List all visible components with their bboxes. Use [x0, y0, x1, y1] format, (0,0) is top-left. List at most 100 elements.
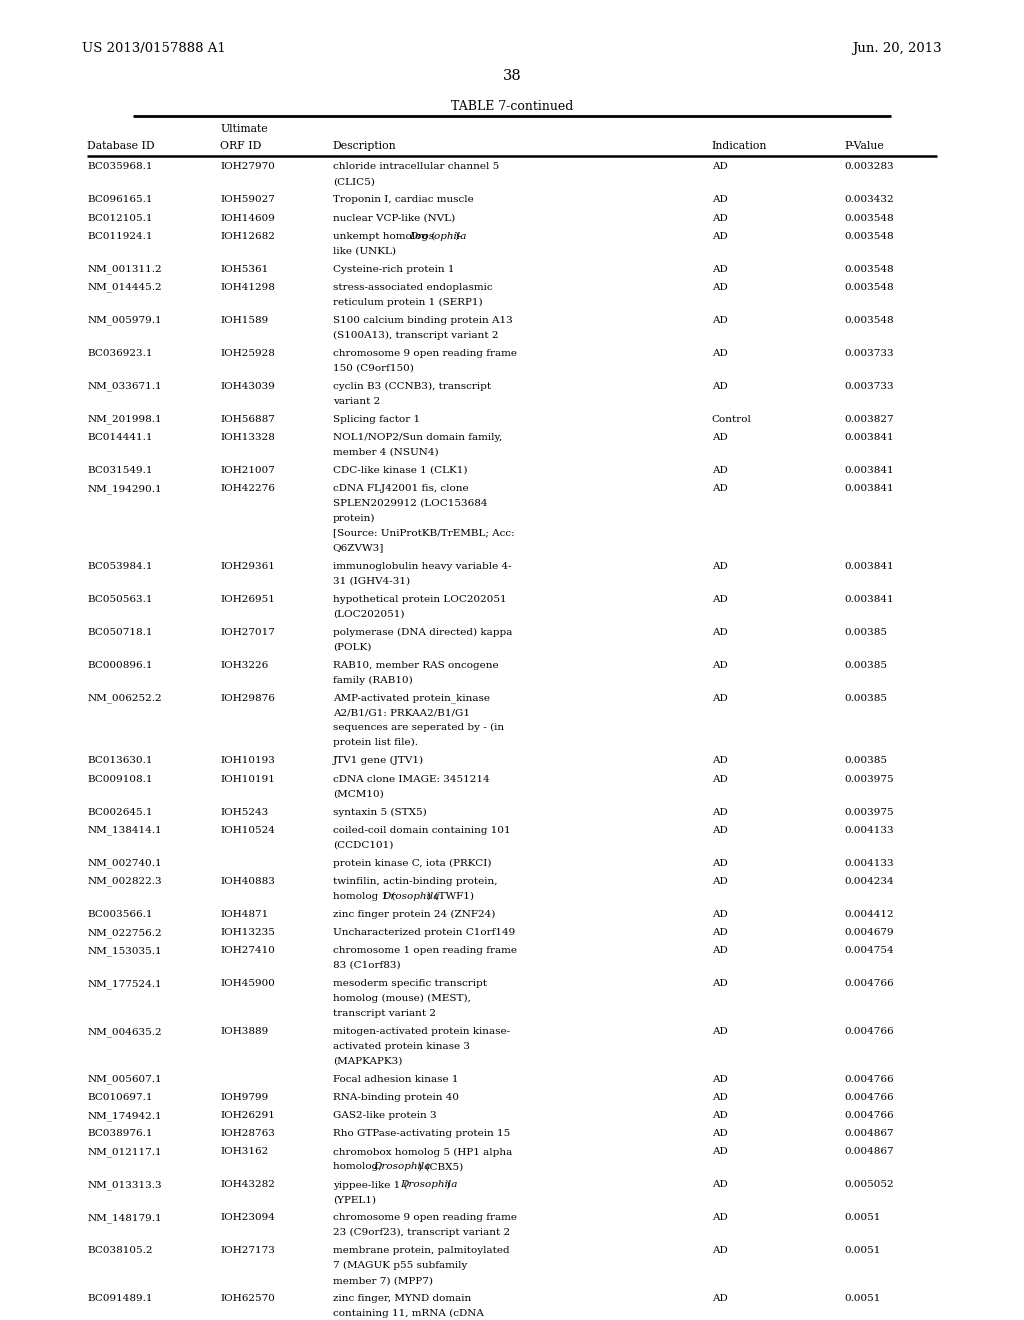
Text: Description: Description [333, 141, 396, 152]
Text: P-Value: P-Value [845, 141, 885, 152]
Text: NOL1/NOP2/Sun domain family,: NOL1/NOP2/Sun domain family, [333, 433, 502, 442]
Text: chloride intracellular channel 5: chloride intracellular channel 5 [333, 162, 499, 172]
Text: cDNA FLJ42001 fis, clone: cDNA FLJ42001 fis, clone [333, 484, 468, 494]
Text: cDNA clone IMAGE: 3451214: cDNA clone IMAGE: 3451214 [333, 775, 489, 784]
Text: 0.003975: 0.003975 [845, 775, 894, 784]
Text: coiled-coil domain containing 101: coiled-coil domain containing 101 [333, 826, 510, 834]
Text: BC038105.2: BC038105.2 [87, 1246, 153, 1255]
Text: BC003566.1: BC003566.1 [87, 909, 153, 919]
Text: 0.003548: 0.003548 [845, 232, 894, 240]
Text: SPLEN2029912 (LOC153684: SPLEN2029912 (LOC153684 [333, 499, 487, 508]
Text: Drosophila: Drosophila [410, 232, 467, 240]
Text: AD: AD [712, 1093, 727, 1102]
Text: IOH43039: IOH43039 [220, 381, 275, 391]
Text: polymerase (DNA directed) kappa: polymerase (DNA directed) kappa [333, 628, 512, 636]
Text: Jun. 20, 2013: Jun. 20, 2013 [852, 42, 942, 55]
Text: (MCM10): (MCM10) [333, 789, 384, 799]
Text: Drosophila: Drosophila [374, 1163, 431, 1171]
Text: ORF ID: ORF ID [220, 141, 261, 152]
Text: AD: AD [712, 876, 727, 886]
Text: S100 calcium binding protein A13: S100 calcium binding protein A13 [333, 315, 513, 325]
Text: BC036923.1: BC036923.1 [87, 348, 153, 358]
Text: IOH27970: IOH27970 [220, 162, 275, 172]
Text: unkempt homolog (: unkempt homolog ( [333, 232, 435, 240]
Text: NM_022756.2: NM_022756.2 [87, 928, 162, 937]
Text: IOH26291: IOH26291 [220, 1111, 275, 1121]
Text: )-: )- [455, 232, 462, 240]
Text: IOH3162: IOH3162 [220, 1147, 268, 1156]
Text: activated protein kinase 3: activated protein kinase 3 [333, 1041, 470, 1051]
Text: AD: AD [712, 661, 727, 669]
Text: AD: AD [712, 1213, 727, 1222]
Text: IOH29361: IOH29361 [220, 562, 275, 570]
Text: AD: AD [712, 826, 727, 834]
Text: 23 (C9orf23), transcript variant 2: 23 (C9orf23), transcript variant 2 [333, 1229, 510, 1237]
Text: AD: AD [712, 381, 727, 391]
Text: BC012105.1: BC012105.1 [87, 214, 153, 223]
Text: 83 (C1orf83): 83 (C1orf83) [333, 961, 400, 970]
Text: 150 (C9orf150): 150 (C9orf150) [333, 364, 414, 372]
Text: 0.004133: 0.004133 [845, 826, 894, 834]
Text: IOH3889: IOH3889 [220, 1027, 268, 1036]
Text: ) (TWF1): ) (TWF1) [427, 892, 474, 900]
Text: NM_005979.1: NM_005979.1 [87, 315, 162, 326]
Text: 0.003841: 0.003841 [845, 562, 894, 570]
Text: IOH23094: IOH23094 [220, 1213, 275, 1222]
Text: CDC-like kinase 1 (CLK1): CDC-like kinase 1 (CLK1) [333, 466, 467, 475]
Text: (CLIC5): (CLIC5) [333, 177, 375, 186]
Text: 7 (MAGUK p55 subfamily: 7 (MAGUK p55 subfamily [333, 1262, 467, 1270]
Text: IOH41298: IOH41298 [220, 282, 275, 292]
Text: mitogen-activated protein kinase-: mitogen-activated protein kinase- [333, 1027, 510, 1036]
Text: zinc finger, MYND domain: zinc finger, MYND domain [333, 1295, 471, 1303]
Text: chromosome 1 open reading frame: chromosome 1 open reading frame [333, 946, 517, 956]
Text: AD: AD [712, 859, 727, 867]
Text: AD: AD [712, 1074, 727, 1084]
Text: IOH27017: IOH27017 [220, 628, 275, 636]
Text: BC000896.1: BC000896.1 [87, 661, 153, 669]
Text: NM_148179.1: NM_148179.1 [87, 1213, 162, 1224]
Text: TABLE 7-continued: TABLE 7-continued [451, 100, 573, 114]
Text: (MAPKAPK3): (MAPKAPK3) [333, 1057, 402, 1065]
Text: AD: AD [712, 195, 727, 205]
Text: IOH1589: IOH1589 [220, 315, 268, 325]
Text: 0.0051: 0.0051 [845, 1246, 882, 1255]
Text: Cysteine-rich protein 1: Cysteine-rich protein 1 [333, 264, 455, 273]
Text: AD: AD [712, 1147, 727, 1156]
Text: 0.004412: 0.004412 [845, 909, 894, 919]
Text: 0.005052: 0.005052 [845, 1180, 894, 1189]
Text: IOH26951: IOH26951 [220, 595, 275, 603]
Text: AD: AD [712, 909, 727, 919]
Text: 0.003733: 0.003733 [845, 381, 894, 391]
Text: BC010697.1: BC010697.1 [87, 1093, 153, 1102]
Text: Troponin I, cardiac muscle: Troponin I, cardiac muscle [333, 195, 473, 205]
Text: BC038976.1: BC038976.1 [87, 1130, 153, 1138]
Text: 0.003548: 0.003548 [845, 282, 894, 292]
Text: AD: AD [712, 595, 727, 603]
Text: Control: Control [712, 414, 752, 424]
Text: ) (CBX5): ) (CBX5) [419, 1163, 464, 1171]
Text: BC050718.1: BC050718.1 [87, 628, 153, 636]
Text: BC096165.1: BC096165.1 [87, 195, 153, 205]
Text: 0.004867: 0.004867 [845, 1130, 894, 1138]
Text: stress-associated endoplasmic: stress-associated endoplasmic [333, 282, 493, 292]
Text: AD: AD [712, 264, 727, 273]
Text: homolog,: homolog, [333, 1163, 385, 1171]
Text: NM_002740.1: NM_002740.1 [87, 859, 162, 869]
Text: hypothetical protein LOC202051: hypothetical protein LOC202051 [333, 595, 507, 603]
Text: Indication: Indication [712, 141, 767, 152]
Text: 0.003548: 0.003548 [845, 214, 894, 223]
Text: IOH21007: IOH21007 [220, 466, 275, 475]
Text: 0.003827: 0.003827 [845, 414, 894, 424]
Text: (POLK): (POLK) [333, 643, 371, 652]
Text: 0.00385: 0.00385 [845, 694, 888, 702]
Text: AD: AD [712, 348, 727, 358]
Text: AD: AD [712, 775, 727, 784]
Text: syntaxin 5 (STX5): syntaxin 5 (STX5) [333, 808, 427, 817]
Text: BC035968.1: BC035968.1 [87, 162, 153, 172]
Text: IOH4871: IOH4871 [220, 909, 268, 919]
Text: Uncharacterized protein C1orf149: Uncharacterized protein C1orf149 [333, 928, 515, 937]
Text: 0.004766: 0.004766 [845, 1093, 894, 1102]
Text: 0.003548: 0.003548 [845, 264, 894, 273]
Text: NM_012117.1: NM_012117.1 [87, 1147, 162, 1158]
Text: Q6ZVW3]: Q6ZVW3] [333, 544, 384, 553]
